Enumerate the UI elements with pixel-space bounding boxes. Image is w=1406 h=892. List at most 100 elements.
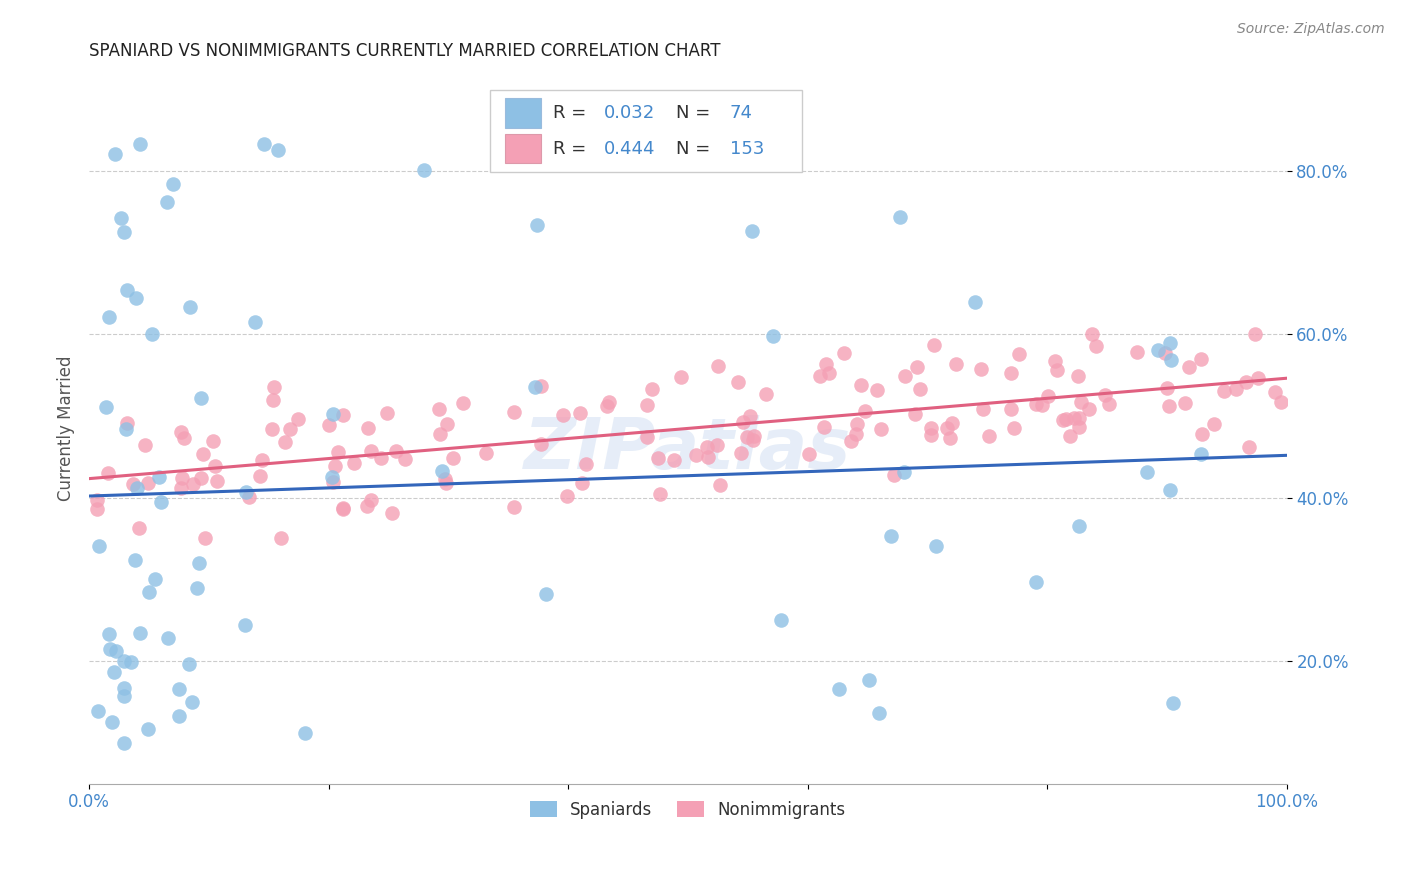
Point (797, 447, 820, 461)
Point (413, 162, 436, 177)
Point (124, 553, 146, 567)
Point (647, 450, 669, 465)
Point (112, 689, 135, 703)
Legend: Spaniards, Nonimmigrants: Spaniards, Nonimmigrants (523, 794, 852, 825)
Point (143, 572, 166, 586)
Point (526, 218, 548, 232)
Point (941, 416, 963, 430)
Point (1081, 327, 1104, 342)
Point (103, 147, 125, 161)
Point (846, 417, 869, 431)
Point (534, 587, 557, 601)
Text: N =: N = (676, 104, 716, 122)
Point (1125, 344, 1147, 359)
Point (103, 665, 125, 680)
Point (97, 310, 120, 325)
Point (1159, 399, 1181, 413)
Point (243, 315, 266, 329)
Point (188, 557, 211, 571)
Point (332, 408, 354, 422)
Point (530, 437, 553, 451)
Bar (505, 98, 540, 128)
Point (112, 681, 135, 696)
Text: R =: R = (553, 139, 592, 158)
Point (696, 441, 718, 455)
Point (86, 502, 108, 516)
Text: SPANIARD VS NONIMMIGRANTS CURRENTLY MARRIED CORRELATION CHART: SPANIARD VS NONIMMIGRANTS CURRENTLY MARR… (89, 42, 720, 60)
Point (922, 338, 945, 352)
Point (97, 466, 120, 480)
Point (1067, 519, 1090, 533)
Point (360, 493, 382, 508)
Text: Source: ZipAtlas.com: Source: ZipAtlas.com (1237, 22, 1385, 37)
Point (814, 357, 837, 371)
Point (1024, 397, 1046, 411)
Point (1136, 465, 1159, 479)
Point (865, 384, 887, 398)
Point (1212, 384, 1234, 398)
Point (1270, 395, 1292, 409)
Point (1070, 395, 1092, 409)
Point (332, 502, 354, 516)
Point (294, 726, 316, 740)
Point (162, 178, 184, 192)
Point (112, 736, 135, 750)
Point (263, 380, 285, 394)
Point (1066, 369, 1088, 384)
Point (114, 422, 136, 436)
Point (735, 430, 758, 444)
Point (1264, 384, 1286, 399)
Point (170, 481, 193, 495)
Point (641, 382, 664, 396)
Point (1067, 410, 1090, 425)
Y-axis label: Currently Married: Currently Married (58, 355, 75, 500)
Point (696, 450, 718, 465)
FancyBboxPatch shape (491, 90, 801, 172)
Point (1046, 362, 1069, 376)
Text: 74: 74 (730, 104, 752, 122)
Point (262, 393, 284, 408)
Point (557, 489, 579, 503)
Point (238, 491, 260, 505)
Point (858, 673, 880, 688)
Point (1189, 447, 1212, 461)
Point (571, 475, 593, 490)
Point (1191, 351, 1213, 366)
Point (322, 475, 344, 490)
Point (740, 225, 762, 239)
Point (1237, 440, 1260, 454)
Point (121, 477, 143, 491)
Point (1002, 421, 1025, 435)
Text: ZIPatlas: ZIPatlas (524, 415, 852, 484)
Point (249, 469, 271, 483)
Point (360, 443, 382, 458)
Point (742, 429, 765, 443)
Point (853, 403, 876, 417)
Point (326, 445, 349, 459)
Point (596, 399, 619, 413)
Point (177, 657, 200, 671)
Point (190, 391, 212, 405)
Point (89, 539, 111, 553)
Point (115, 283, 138, 297)
Point (287, 412, 309, 426)
Point (925, 539, 948, 553)
Point (141, 326, 163, 341)
Point (128, 521, 150, 535)
Point (1052, 413, 1074, 427)
Text: N =: N = (676, 139, 716, 158)
Point (129, 136, 152, 151)
Point (125, 291, 148, 305)
Point (1097, 397, 1119, 411)
Point (706, 438, 728, 452)
Point (841, 434, 863, 449)
Point (889, 210, 911, 224)
Point (250, 453, 273, 467)
Point (191, 447, 214, 461)
Point (179, 300, 201, 314)
Point (569, 406, 592, 420)
Point (127, 482, 149, 496)
Text: 153: 153 (730, 139, 763, 158)
Point (920, 421, 942, 435)
Point (321, 469, 343, 483)
